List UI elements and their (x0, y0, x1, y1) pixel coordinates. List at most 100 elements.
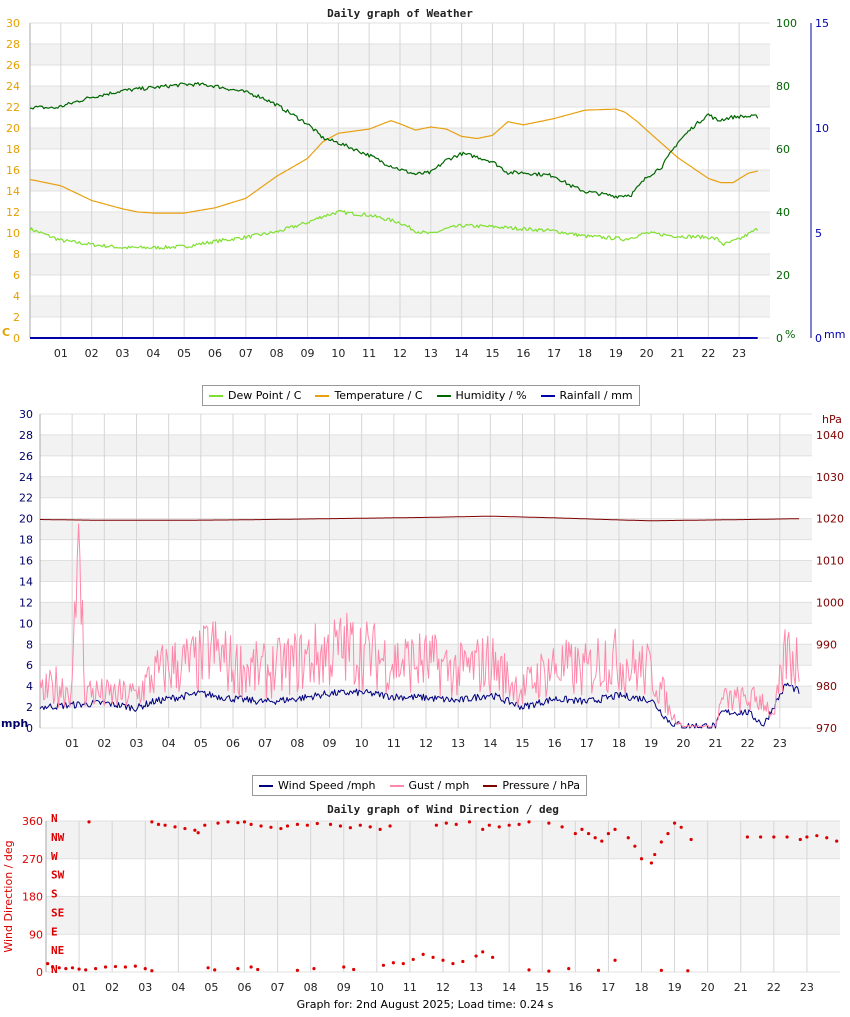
x-tick-label: 07 (271, 981, 285, 994)
legend-gust: Gust / mph (389, 779, 469, 792)
direction-point (279, 826, 283, 831)
left-tick-label: 14 (19, 575, 33, 588)
humidity-swatch (436, 394, 451, 397)
direction-point (242, 820, 247, 824)
direction-point (401, 962, 405, 966)
direction-point (633, 844, 637, 848)
direction-point (193, 828, 197, 832)
x-tick-label: 04 (162, 737, 176, 750)
direction-point (805, 835, 809, 839)
x-tick-label: 07 (258, 737, 272, 750)
direction-point (358, 823, 362, 827)
direction-point (226, 820, 230, 824)
x-tick-label: 14 (502, 981, 516, 994)
x-tick-label: 10 (370, 981, 384, 994)
direction-point (835, 839, 839, 843)
direction-point (517, 822, 521, 826)
direction-point (411, 957, 415, 962)
direction-point (686, 969, 690, 973)
right-tick-label: 970 (816, 722, 837, 735)
direction-point (441, 958, 445, 962)
x-tick-label: 12 (393, 347, 407, 360)
direction-point (150, 820, 154, 824)
x-tick-label: 02 (97, 737, 111, 750)
direction-point (328, 822, 333, 826)
dew-point-swatch (209, 394, 223, 397)
x-tick-label: 13 (469, 981, 483, 994)
left-tick-label: 20 (6, 122, 20, 135)
page-footer: Graph for: 2nd August 2025; Load time: 0… (296, 998, 554, 1011)
x-tick-label: 07 (239, 347, 253, 360)
direction-point (454, 822, 458, 826)
direction-point (659, 968, 663, 972)
direction-point (825, 836, 829, 840)
left-axis-unit: mph (1, 717, 28, 730)
right1-tick-label: 80 (776, 80, 790, 93)
x-tick-label: 18 (635, 981, 649, 994)
x-tick-label: 19 (609, 347, 623, 360)
legend-wind-speed: Wind Speed /mph (259, 779, 376, 792)
x-tick-label: 16 (516, 347, 530, 360)
left-tick-label: 2 (26, 701, 33, 714)
direction-point (216, 821, 220, 825)
x-tick-label: 16 (548, 737, 562, 750)
direction-point (573, 831, 577, 836)
x-tick-label: 14 (455, 347, 469, 360)
x-tick-label: 09 (337, 981, 351, 994)
left-tick-label: 4 (26, 680, 33, 693)
direction-point (133, 964, 137, 968)
direction-point (295, 968, 300, 972)
direction-point (461, 959, 465, 964)
direction-point (213, 968, 217, 972)
left-tick-label: 28 (19, 429, 33, 442)
direction-point (689, 837, 693, 842)
left-tick-label: 22 (19, 492, 33, 505)
chart-1-title: Daily graph of Weather (327, 7, 473, 20)
series-line-0 (39, 682, 800, 729)
x-tick-label: 09 (301, 347, 315, 360)
left-tick-label: 28 (6, 38, 20, 51)
direction-point (123, 965, 127, 969)
direction-point (497, 825, 501, 829)
x-tick-label: 20 (640, 347, 654, 360)
left-tick-label: 12 (19, 596, 33, 609)
direction-point (606, 831, 611, 836)
legend-pressure: Pressure / hPa (483, 779, 580, 792)
direction-point (596, 968, 601, 972)
x-tick-label: 01 (54, 347, 68, 360)
right2-tick-label: 15 (815, 17, 829, 30)
left-tick-label: 26 (6, 59, 20, 72)
x-tick-label: 08 (290, 737, 304, 750)
direction-point (305, 823, 309, 827)
x-tick-label: 12 (436, 981, 450, 994)
rainfall-swatch (540, 394, 555, 397)
x-tick-label: 03 (130, 737, 144, 750)
direction-point (338, 824, 343, 828)
x-tick-label: 20 (676, 737, 690, 750)
x-tick-label: 04 (171, 981, 185, 994)
x-tick-label: 05 (194, 737, 208, 750)
y-tick-label: 90 (29, 928, 43, 941)
direction-point (421, 952, 425, 956)
direction-point (77, 967, 81, 971)
x-tick-label: 15 (516, 737, 530, 750)
left-tick-label: 16 (6, 164, 20, 177)
y-tick-label: 0 (36, 966, 43, 979)
right2-tick-label: 5 (815, 227, 822, 240)
direction-point (745, 835, 749, 839)
left-tick-label: 6 (26, 659, 33, 672)
right-tick-label: 1020 (816, 513, 844, 526)
direction-point (798, 837, 802, 842)
y-tick-label: 270 (22, 853, 43, 866)
legend-dew-point: Dew Point / C (209, 389, 301, 402)
direction-point (481, 950, 485, 954)
direction-point (203, 823, 207, 827)
x-tick-label: 11 (403, 981, 417, 994)
left-tick-label: 2 (13, 311, 20, 324)
direction-point (527, 820, 531, 824)
direction-point (342, 965, 346, 969)
direction-point (600, 839, 604, 843)
direction-point (487, 823, 491, 827)
x-tick-label: 18 (612, 737, 626, 750)
direction-point (143, 967, 147, 971)
